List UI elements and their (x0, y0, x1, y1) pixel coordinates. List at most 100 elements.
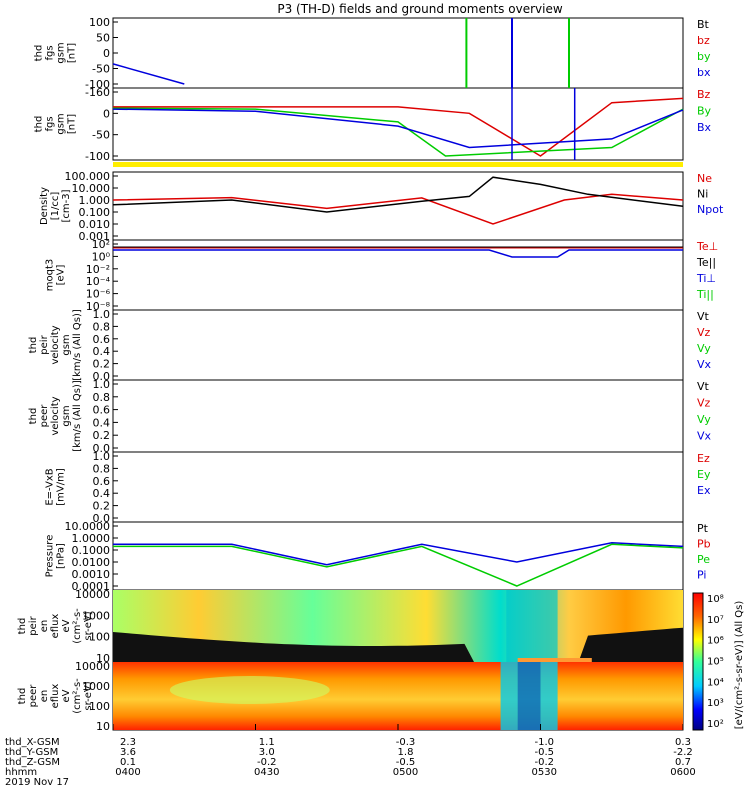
legend-Pe: Pe (697, 553, 710, 566)
y-tick-label: 10000 (75, 660, 110, 673)
y-tick-label: 100.000 (65, 170, 111, 183)
y-axis-label: [km/s (All Qs)] (72, 309, 83, 381)
panel-frame (112, 309, 684, 381)
footer-label: thd_Z-GSM (5, 757, 60, 768)
y-axis-label: eflux (50, 684, 61, 709)
legend-Ti⊥: Ti⊥ (696, 272, 716, 285)
footer-value: -0.5 (396, 757, 416, 768)
y-tick-label: 0.0 (93, 370, 111, 383)
y-tick-label: 1.0 (93, 308, 111, 321)
y-tick-label: 0.010 (79, 218, 111, 231)
footer-label: hhmm (5, 767, 37, 778)
y-tick-label: 10⁻² (86, 263, 110, 276)
y-tick-label: 50 (96, 32, 110, 45)
y-tick-label: 0.2 (93, 358, 111, 371)
y-tick-label: 0.6 (93, 333, 111, 346)
y-axis-label: peer (28, 684, 39, 708)
y-tick-label: 1000 (82, 609, 110, 622)
panel-frame (112, 17, 684, 89)
y-tick-label: 10.000 (72, 182, 111, 195)
y-axis-label: [nPa] (56, 543, 67, 569)
ion-spectrogram-low-energy (113, 627, 683, 662)
colorbar-gradient (692, 592, 704, 731)
y-axis-label: sr-eV) (83, 681, 94, 710)
footer-value: -0.2 (257, 757, 277, 768)
colorbar: 10⁸ 10⁷ 10⁶ 10⁵ 10⁴ 10³ 10² [eV/(cm²-s-sr-eV)] … (692, 592, 745, 731)
colorbar-tick: 10⁴ (707, 677, 724, 688)
orbit-footer: thd_X-GSM 2.3 1.1 -0.3 -1.0 0.3 thd_Y-GSM 3.6 3.… (5, 724, 696, 788)
y-tick-label: 10000 (75, 588, 110, 601)
y-axis-label: velocity (50, 396, 61, 435)
y-tick-label: 0.2 (93, 500, 111, 513)
legend-Ex: Ex (697, 484, 711, 497)
legend-Vx: Vx (697, 430, 712, 443)
footer-value: -0.5 (534, 747, 554, 758)
legend-Ez: Ez (697, 452, 710, 465)
footer-value: 0530 (532, 767, 557, 778)
plot-title: P3 (TH-D) fields and ground moments over… (277, 2, 562, 16)
y-tick-label: 0.100 (79, 206, 111, 219)
y-tick-label: 100 (89, 631, 110, 644)
y-tick-label: -50 (92, 63, 110, 76)
y-axis-label: eflux (50, 614, 61, 639)
y-axis-label: (cm²-s- (72, 678, 83, 714)
ion-spectrogram-plasmasphere (506, 590, 558, 662)
footer-value: 3.0 (259, 747, 275, 758)
series-fgs_gsm_bottom-Bx (112, 108, 684, 149)
electron-spectrogram-flag (517, 658, 592, 662)
legend-Pi: Pi (697, 569, 706, 582)
y-axis-label: eV (61, 619, 72, 632)
y-tick-label: 0.8 (93, 391, 111, 404)
legend-bz: bz (697, 34, 710, 47)
legend-By: By (697, 105, 712, 118)
mode-bar (113, 162, 683, 167)
y-axis-label: peer (39, 404, 50, 428)
y-tick-label: 0.6 (93, 404, 111, 417)
legend-Bx: Bx (697, 121, 712, 134)
y-axis-label: peir (28, 615, 39, 635)
y-tick-label: 0.0 (93, 442, 111, 455)
electron-spectrogram-core (517, 662, 541, 730)
y-axis-label: [eV] (56, 265, 67, 286)
y-axis-label: gsm (56, 113, 67, 134)
y-axis-label: thd (28, 337, 39, 354)
y-tick-label: 0.6 (93, 475, 111, 488)
footer-value: 0.7 (675, 757, 691, 768)
series-temperature-Ti-perp (113, 249, 683, 258)
y-tick-label: 10⁻⁴ (86, 275, 111, 288)
legend-Vt: Vt (697, 310, 710, 323)
legend-Pb: Pb (697, 538, 711, 551)
y-axis-label: en (39, 690, 50, 703)
y-axis-label: thd (28, 408, 39, 425)
legend-by: by (697, 50, 711, 63)
y-tick-label: 1.0000 (72, 532, 111, 545)
y-axis-label: (cm²-s- (72, 608, 83, 644)
legend-Vy: Vy (697, 342, 711, 355)
legend-Vy: Vy (697, 413, 711, 426)
series-fgs_gsm_top-bx (112, 63, 185, 85)
y-tick-label: 0 (103, 47, 110, 60)
y-tick-label: 0.0010 (72, 568, 111, 581)
colorbar-label: [eV/(cm²-s-sr-eV)] (All Qs) (734, 601, 745, 730)
colorbar-tick: 10³ (707, 698, 724, 709)
y-axis-label: peir (39, 334, 50, 354)
legend-bx: bx (697, 66, 711, 79)
y-axis-label: [mV/m] (56, 468, 67, 506)
panel-5: 1.00.80.60.40.20.0 thd peir velocity gsm [km/… (28, 308, 712, 383)
y-axis-label: [nT] (67, 114, 78, 134)
footer-value: 0430 (254, 767, 279, 778)
y-tick-label: 0.4 (93, 345, 111, 358)
y-axis-label: [cm-3] (61, 189, 72, 222)
y-axis-label: [1/cc] (50, 192, 61, 221)
y-tick-label: -160 (85, 86, 110, 99)
colorbar-tick: 10⁵ (707, 657, 724, 668)
footer-value: 0.1 (120, 757, 136, 768)
y-tick-label: 0.0001 (72, 580, 111, 593)
y-axis-label: eV (61, 689, 72, 702)
y-axis-label: thd (17, 688, 28, 705)
panel-frame (112, 521, 684, 591)
y-axis-label: Density (39, 187, 50, 225)
legend-Ne: Ne (697, 172, 712, 185)
y-tick-label: 0.8 (93, 462, 111, 475)
footer-value: 1.1 (259, 737, 275, 748)
